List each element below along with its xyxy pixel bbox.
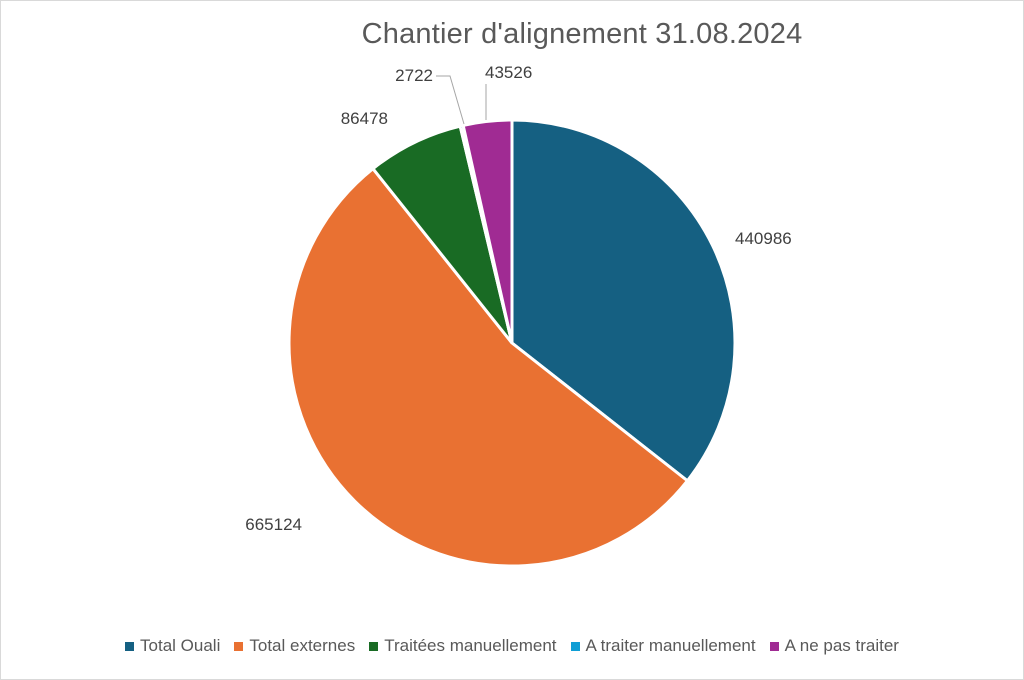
legend-label: A traiter manuellement [585, 636, 756, 655]
data-label: 440986 [735, 229, 792, 248]
legend-item: A traiter manuellement [570, 636, 756, 656]
data-label: 86478 [341, 109, 388, 128]
chart-title: Chantier d'alignement 31.08.2024 [361, 18, 803, 50]
legend-label: Total Ouali [140, 636, 221, 655]
legend: Total Ouali Total externes Traitées manuel… [0, 636, 1024, 656]
legend-swatch [369, 641, 379, 651]
legend-swatch [570, 641, 580, 651]
legend-item: Total Ouali [125, 636, 220, 656]
legend-label: Traitées manuellement [384, 636, 557, 655]
pie-slice-total-ouali [510, 118, 737, 483]
legend-item: A ne pas traiter [769, 636, 899, 656]
data-label: 43526 [485, 63, 532, 82]
data-label: 665124 [245, 515, 302, 534]
leader-line [436, 75, 465, 125]
pie-slice-total-externes [287, 166, 690, 568]
legend-item: Traitées manuellement [369, 636, 557, 656]
legend-item: Total externes [234, 636, 355, 656]
legend-swatch [769, 641, 779, 651]
legend-label: Total externes [249, 636, 356, 655]
pie-slice-a-ne-pas-traiter [461, 118, 514, 344]
legend-label: A ne pas traiter [784, 636, 899, 655]
legend-swatch [125, 641, 135, 651]
data-label: 2722 [395, 66, 433, 85]
legend-swatch [234, 641, 244, 651]
